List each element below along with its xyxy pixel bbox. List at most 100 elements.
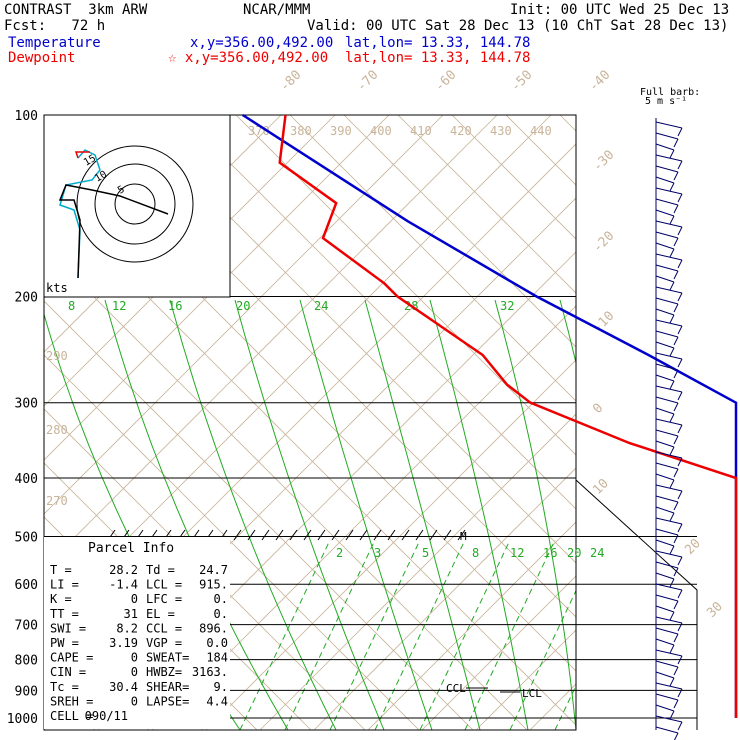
dry-adiabat-line	[44, 354, 420, 730]
wind-barb	[655, 605, 675, 613]
mixing-ratio-label: 12	[510, 546, 524, 560]
wind-barb	[655, 242, 675, 250]
dewpoint-latlon: lat,lon= 13.33, 144.78	[345, 50, 531, 66]
wind-barb-flag	[673, 501, 679, 511]
isotherm-label: 0	[590, 401, 606, 417]
theta-label: 400	[370, 124, 392, 138]
isotherm-label: 30	[704, 599, 726, 621]
wind-barb	[655, 231, 679, 239]
wind-barb-flag	[673, 732, 679, 740]
isotherm-line	[313, 467, 576, 730]
wind-barb-flag	[677, 193, 683, 203]
wind-barb	[655, 539, 675, 547]
hodograph-trace-lower	[58, 184, 169, 279]
wind-barb-flag	[669, 149, 675, 159]
parcel-key: CELL =	[50, 709, 93, 723]
isotherm-line	[259, 413, 576, 730]
theta-label: 410	[410, 124, 432, 138]
wind-barb	[655, 418, 683, 426]
pressure-tick-label: 1000	[7, 712, 38, 727]
wind-barb	[655, 506, 675, 514]
parcel-value: 0.	[214, 592, 228, 606]
wind-barb	[655, 297, 679, 305]
moist-adiabat-line	[299, 299, 433, 730]
mixing-ratio-label: 24	[590, 546, 604, 560]
pressure-tick-label: 400	[15, 472, 38, 487]
dewpoint-xy: ☆ x,y=356.00,492.00	[168, 50, 329, 66]
wind-barb	[655, 660, 679, 668]
wind-barb	[655, 352, 683, 360]
mixing-ratio-label: 3	[374, 546, 381, 560]
moist-adiabat-line	[234, 299, 385, 730]
parcel-key: SHEAR=	[146, 680, 189, 694]
hatch-mark	[415, 529, 424, 541]
wind-barb-flag	[673, 138, 679, 148]
hatch-mark	[345, 529, 354, 541]
parcel-key: Td =	[146, 563, 175, 577]
dry-adiabat-line	[451, 115, 576, 240]
parcel-value: 4.4	[206, 694, 228, 708]
pressure-tick-label: 100	[15, 109, 38, 124]
isotherm-label: 10	[590, 476, 612, 498]
mixing-ratio-line	[509, 589, 576, 730]
parcel-value: 184	[206, 651, 228, 665]
mixing-ratio-label: 16	[543, 546, 557, 560]
isotherm-label: -80	[277, 68, 304, 95]
wind-barb-flag	[669, 413, 675, 423]
theta-label: 270	[46, 494, 68, 508]
isotherm-label: -20	[590, 229, 617, 256]
forecast-hour: Fcst: 72 h	[4, 18, 106, 34]
theta-label: 440	[530, 124, 552, 138]
hodograph-ring	[94, 163, 176, 245]
hatch-mark	[443, 529, 452, 541]
wind-barb	[655, 220, 683, 228]
wind-barb-flag	[669, 248, 675, 258]
wind-barb	[655, 451, 683, 459]
parcel-value: 9.	[214, 680, 228, 694]
center-label: NCAR/MMM	[243, 2, 311, 18]
mixing-ratio-label: 5	[422, 546, 429, 560]
hatch-mark	[317, 529, 326, 541]
wind-barb-flag	[673, 402, 679, 412]
wind-barb-flag	[677, 457, 683, 467]
wind-barb	[655, 165, 679, 173]
parcel-value: 0	[131, 592, 138, 606]
parcel-key: CCL =	[146, 621, 182, 635]
wind-barb-flag	[677, 259, 683, 269]
mixing-ratio-label: 24	[314, 299, 328, 313]
wind-barb	[655, 473, 675, 481]
isotherm-line	[584, 115, 740, 730]
hatch-mark	[289, 529, 298, 541]
pressure-tick-label: 800	[15, 654, 38, 669]
wind-barb-flag	[677, 358, 683, 368]
wind-barb-flag	[669, 347, 675, 357]
wind-barb-flag	[673, 666, 679, 676]
parcel-value: 3163.	[192, 665, 228, 679]
temperature-legend: Temperature	[8, 35, 101, 51]
wind-barb	[655, 462, 679, 470]
moist-adiabat-line	[559, 299, 576, 365]
hatch-mark	[247, 529, 256, 541]
wind-barb	[655, 561, 679, 569]
wind-barb	[655, 341, 675, 349]
wind-barb	[655, 132, 679, 140]
dry-adiabat-line	[235, 115, 576, 456]
parcel-key: SREH =	[50, 694, 93, 708]
temperature-latlon: lat,lon= 13.33, 144.78	[345, 35, 531, 51]
pressure-tick-label: 200	[15, 291, 38, 306]
parcel-info-title: Parcel Info	[88, 541, 174, 556]
parcel-value: 28.2	[109, 563, 138, 577]
parcel-key: SWEAT=	[146, 651, 189, 665]
wind-barb-flag	[673, 336, 679, 346]
wind-barb	[655, 649, 683, 657]
mixing-ratio-label: 12	[112, 299, 126, 313]
mixing-ratio-label: 16	[168, 299, 182, 313]
moist-adiabat-line	[104, 299, 289, 730]
wind-barb	[655, 121, 683, 129]
wind-barb-flag	[677, 688, 683, 698]
wind-barb	[655, 550, 683, 558]
wind-barb	[655, 187, 683, 195]
parcel-value: 915.	[199, 578, 228, 592]
theta-label: 380	[290, 124, 312, 138]
parcel-value: 8.2	[116, 621, 138, 635]
